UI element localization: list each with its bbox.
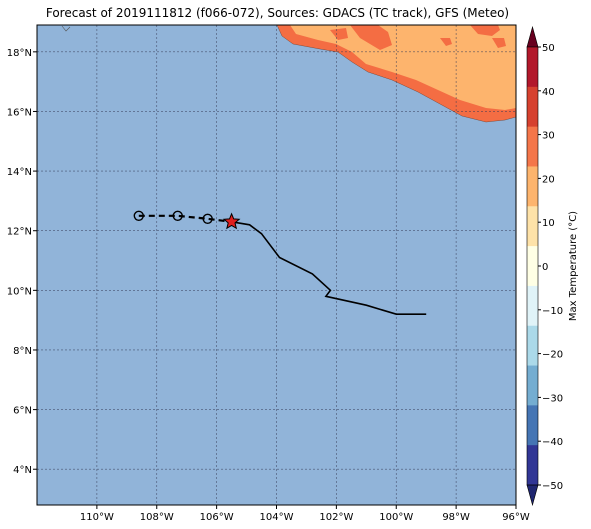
colorbar-segment — [527, 126, 538, 167]
colorbar-segment — [527, 285, 538, 327]
colorbar-tick-label: 10 — [542, 218, 555, 229]
forecast-position-marker — [202, 213, 213, 224]
colorbar-segment — [527, 246, 538, 287]
chart-title: Forecast of 2019111812 (f066-072), Sourc… — [45, 6, 510, 20]
observed-track-line — [231, 221, 427, 316]
land-hot-patch — [350, 25, 392, 50]
x-tick-label: 100°W — [379, 512, 413, 523]
colorbar-tick-label: 30 — [542, 131, 555, 142]
y-tick-label: 12°N — [7, 227, 32, 238]
x-tick-label: 102°W — [319, 512, 353, 523]
colorbar-segment — [527, 166, 538, 207]
x-tick-label: 104°W — [260, 512, 294, 523]
forecast-position-marker — [172, 210, 183, 222]
colorbar-tick-label: −40 — [542, 437, 563, 448]
land-hot-patch — [470, 25, 500, 36]
y-tick-label: 18°N — [7, 48, 32, 59]
colorbar-extend-max — [526, 25, 539, 48]
y-tick-label: 16°N — [7, 107, 32, 118]
colorbar-tick-label: 40 — [542, 87, 555, 98]
x-tick-label: 98°W — [442, 512, 470, 523]
colorbar-tick-label: −50 — [542, 481, 563, 492]
colorbar-label: Max Temperature (°C) — [568, 211, 579, 321]
land-hot-patch — [492, 38, 506, 48]
colorbar-segment — [527, 365, 538, 406]
y-tick-label: 6°N — [13, 406, 32, 417]
colorbar: 50 40 30 20 10 0 −10 −20 −30 −40 −50 — [526, 25, 563, 507]
colorbar-tick-label: 0 — [542, 262, 548, 273]
colorbar-tick-label: −10 — [542, 306, 563, 317]
y-tick-label: 8°N — [13, 346, 32, 357]
colorbar-segment — [527, 325, 538, 367]
y-tick-label: 4°N — [13, 465, 32, 476]
land-hot-patch — [330, 28, 348, 40]
colorbar-tick-label: 20 — [542, 174, 555, 185]
x-tick-label: 110°W — [80, 512, 114, 523]
colorbar-segment — [527, 445, 538, 486]
forecast-position-marker — [133, 210, 144, 222]
colorbar-segment — [527, 47, 538, 88]
land-hot-patch — [440, 38, 452, 46]
map-panel — [37, 25, 516, 505]
colorbar-extend-min — [526, 484, 539, 507]
colorbar-segment — [527, 405, 538, 446]
x-tick-label: 96°W — [502, 512, 530, 523]
island-outline — [61, 25, 71, 32]
forecast-track-line — [138, 214, 232, 223]
y-tick-label: 14°N — [7, 167, 32, 178]
axis-ticks: 110°W 108°W 106°W 104°W 102°W 100°W 98°W 96°W 4°… — [7, 48, 530, 523]
y-tick-label: 10°N — [7, 286, 32, 297]
graticule — [37, 25, 516, 505]
colorbar-tick-label: −30 — [542, 393, 563, 404]
x-tick-label: 108°W — [140, 512, 174, 523]
x-tick-label: 106°W — [200, 512, 234, 523]
current-position-star-icon — [222, 212, 241, 230]
colorbar-tick-label: 50 — [542, 43, 555, 54]
storm-track — [133, 210, 427, 316]
land-warm-region — [290, 25, 516, 110]
colorbar-tick-label: −20 — [542, 350, 563, 361]
colorbar-segment — [527, 86, 538, 128]
colorbar-segment — [527, 206, 538, 247]
